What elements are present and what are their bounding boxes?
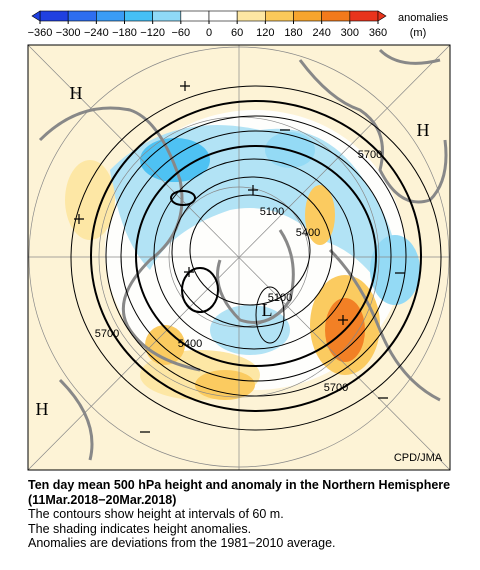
colorbar-tick-label: 360 xyxy=(369,27,387,39)
colorbar-swatch xyxy=(180,10,210,22)
colorbar-tick-label: −120 xyxy=(140,27,165,39)
colorbar-swatch xyxy=(349,10,379,22)
colorbar-tick-label: 240 xyxy=(312,27,330,39)
colorbar-swatch xyxy=(39,10,69,22)
colorbar-tick-label: 60 xyxy=(231,27,243,39)
caption-line: The contours show height at intervals of… xyxy=(28,507,284,521)
contour-label: 5700 xyxy=(324,382,348,394)
colorbar-unit: (m) xyxy=(410,27,427,39)
colorbar-tick-label: −60 xyxy=(171,27,190,39)
colorbar-tick-label: −300 xyxy=(56,27,81,39)
contour-label: 5400 xyxy=(296,227,320,239)
colorbar-tick-label: −360 xyxy=(28,27,53,39)
colorbar: −360 −300 −240 −180 −120 −60 0 60 120 180 240 300 36… xyxy=(28,10,387,39)
map-frame xyxy=(27,44,451,471)
caption-line: The shading indicates height anomalies. xyxy=(28,521,252,536)
colorbar-tick-label: 120 xyxy=(256,27,274,39)
contour-label: 5700 xyxy=(95,328,119,340)
colorbar-swatch xyxy=(293,10,322,22)
caption-line: Anomalies are deviations from the 1981−2… xyxy=(28,536,336,550)
colorbar-swatch xyxy=(124,10,153,22)
caption-title: Ten day mean 500 hPa height and anomaly … xyxy=(28,478,451,507)
colorbar-arrow xyxy=(377,10,387,22)
colorbar-tick-label: −180 xyxy=(112,27,137,39)
colorbar-tick-label: 0 xyxy=(206,27,212,39)
colorbar-title: anomalies xyxy=(398,12,449,24)
contour-labels: 5700 5100 5400 5100 5700 5400 5700 xyxy=(95,149,382,394)
map: 5700 5100 5400 5100 5700 5400 5700 H H H… xyxy=(28,45,450,470)
low-label: L xyxy=(262,300,273,320)
colorbar-swatch xyxy=(265,10,294,22)
colorbar-swatch xyxy=(67,10,97,22)
colorbar-swatch xyxy=(321,10,351,22)
contour-label: 5400 xyxy=(178,338,202,350)
colorbar-swatch xyxy=(152,10,182,22)
caption: Ten day mean 500 hPa height and anomaly … xyxy=(28,478,468,551)
high-label: H xyxy=(417,120,430,140)
contour-label: 5100 xyxy=(268,292,292,304)
credit: CPD/JMA xyxy=(394,452,443,464)
colorbar-swatch xyxy=(96,10,125,22)
contour-label: 5100 xyxy=(260,206,284,218)
contour-label: 5700 xyxy=(358,149,382,161)
colorbar-swatch xyxy=(236,10,266,22)
colorbar-tick-label: −240 xyxy=(84,27,109,39)
colorbar-tick-label: 300 xyxy=(341,27,359,39)
colorbar-swatch xyxy=(208,10,238,22)
colorbar-tick-label: 180 xyxy=(284,27,302,39)
figure: −360 −300 −240 −180 −120 −60 0 60 120 180 240 300 36… xyxy=(27,10,451,471)
colorbar-arrow xyxy=(31,10,41,22)
high-label: H xyxy=(36,399,49,419)
high-label: H xyxy=(70,83,83,103)
